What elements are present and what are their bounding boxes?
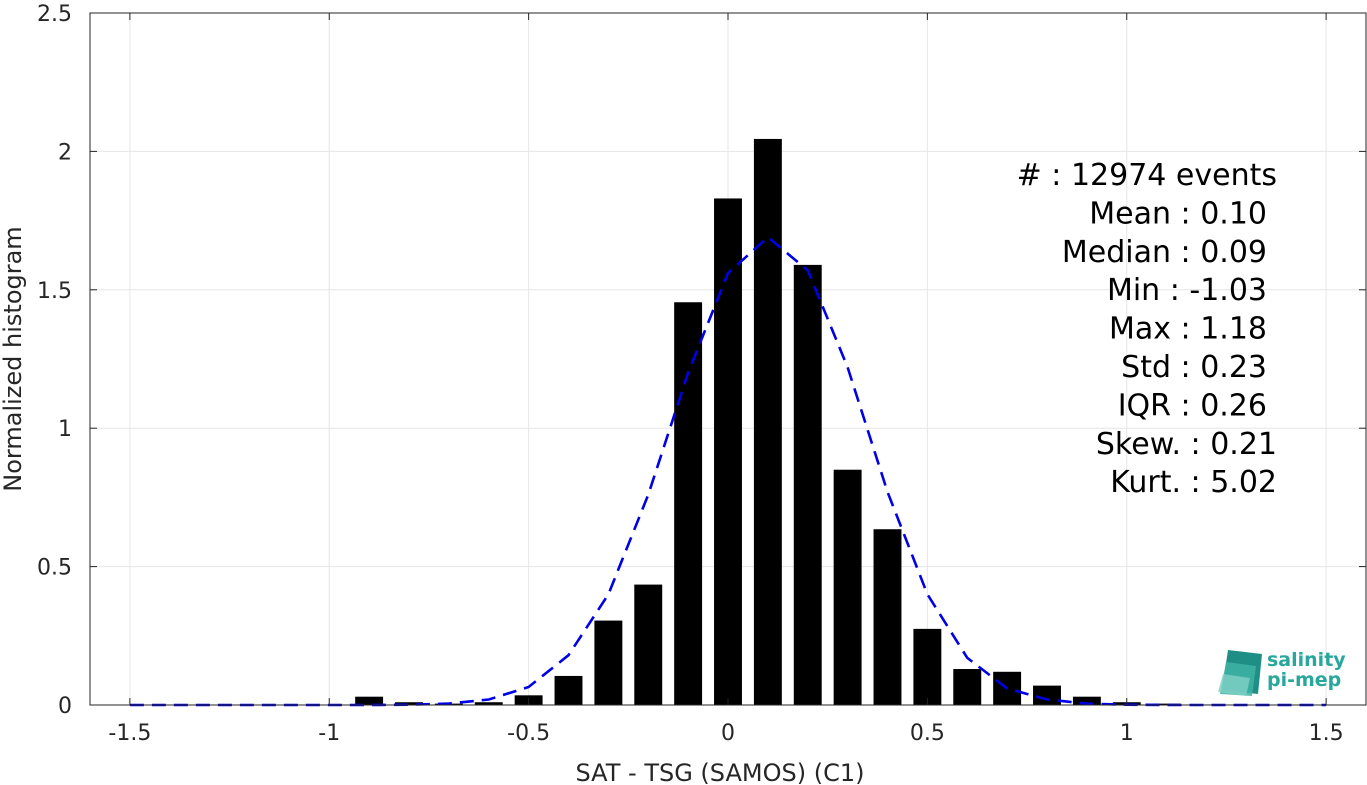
histogram-bar [833,469,862,705]
logo-mark-icon [1218,650,1262,696]
salinity-pi-mep-logo: salinity pi-mep [1218,649,1346,696]
y-tick-label: 0.5 [37,556,72,581]
histogram-bar [554,675,583,705]
histogram-bar [594,620,623,705]
x-tick-label: -1.5 [108,721,151,746]
y-tick-label: 2.5 [37,2,72,27]
x-tick-label: -1 [318,721,340,746]
x-tick-label: 0 [721,721,735,746]
histogram-bar [753,138,782,706]
x-axis-label: SAT - TSG (SAMOS) (C1) [576,759,865,785]
y-axis-label: Normalized histogram [0,226,27,491]
stats-line: Mean : 0.10 [1089,196,1267,231]
histogram-bar [793,264,822,705]
histogram-bar [714,198,742,705]
x-tick-label: 1.5 [1309,721,1344,746]
histogram-bar [873,529,902,705]
x-tick-label: 0.5 [910,721,945,746]
stats-line: IQR : 0.26 [1118,388,1267,423]
histogram-bar [674,302,703,705]
stats-line: # : 12974 events [1017,158,1277,193]
stats-line: Median : 0.09 [1062,235,1267,270]
x-tick-label: 1 [1120,721,1134,746]
stats-line: Max : 1.18 [1109,312,1267,347]
stats-line: Kurt. : 5.02 [1110,465,1277,500]
histogram-bar [355,696,384,705]
histogram-bar [395,702,423,705]
stats-line: Skew. : 0.21 [1096,427,1277,462]
histogram-bar [634,584,663,705]
stats-line: Min : -1.03 [1107,273,1267,308]
logo-line2: pi-mep [1267,669,1341,691]
axis-ticks: -1.5 -1 -0.5 0 0.5 1 1.5 0 0.5 1 1.5 2 2.5 [37,2,1366,746]
histogram-bar [913,628,942,705]
histogram-bar [1033,685,1061,705]
y-tick-label: 0 [58,694,72,719]
histogram-bar [474,702,503,705]
y-tick-label: 1 [58,417,72,442]
histogram-bar [953,669,982,705]
logo-line1: salinity [1267,649,1346,671]
histogram-bar [1152,703,1181,705]
histogram-bar [1072,696,1101,705]
y-tick-label: 1.5 [37,279,72,304]
x-tick-label: -0.5 [507,721,550,746]
y-tick-label: 2 [58,140,72,165]
stats-line: Std : 0.23 [1121,350,1267,385]
histogram-bars [355,138,1221,706]
